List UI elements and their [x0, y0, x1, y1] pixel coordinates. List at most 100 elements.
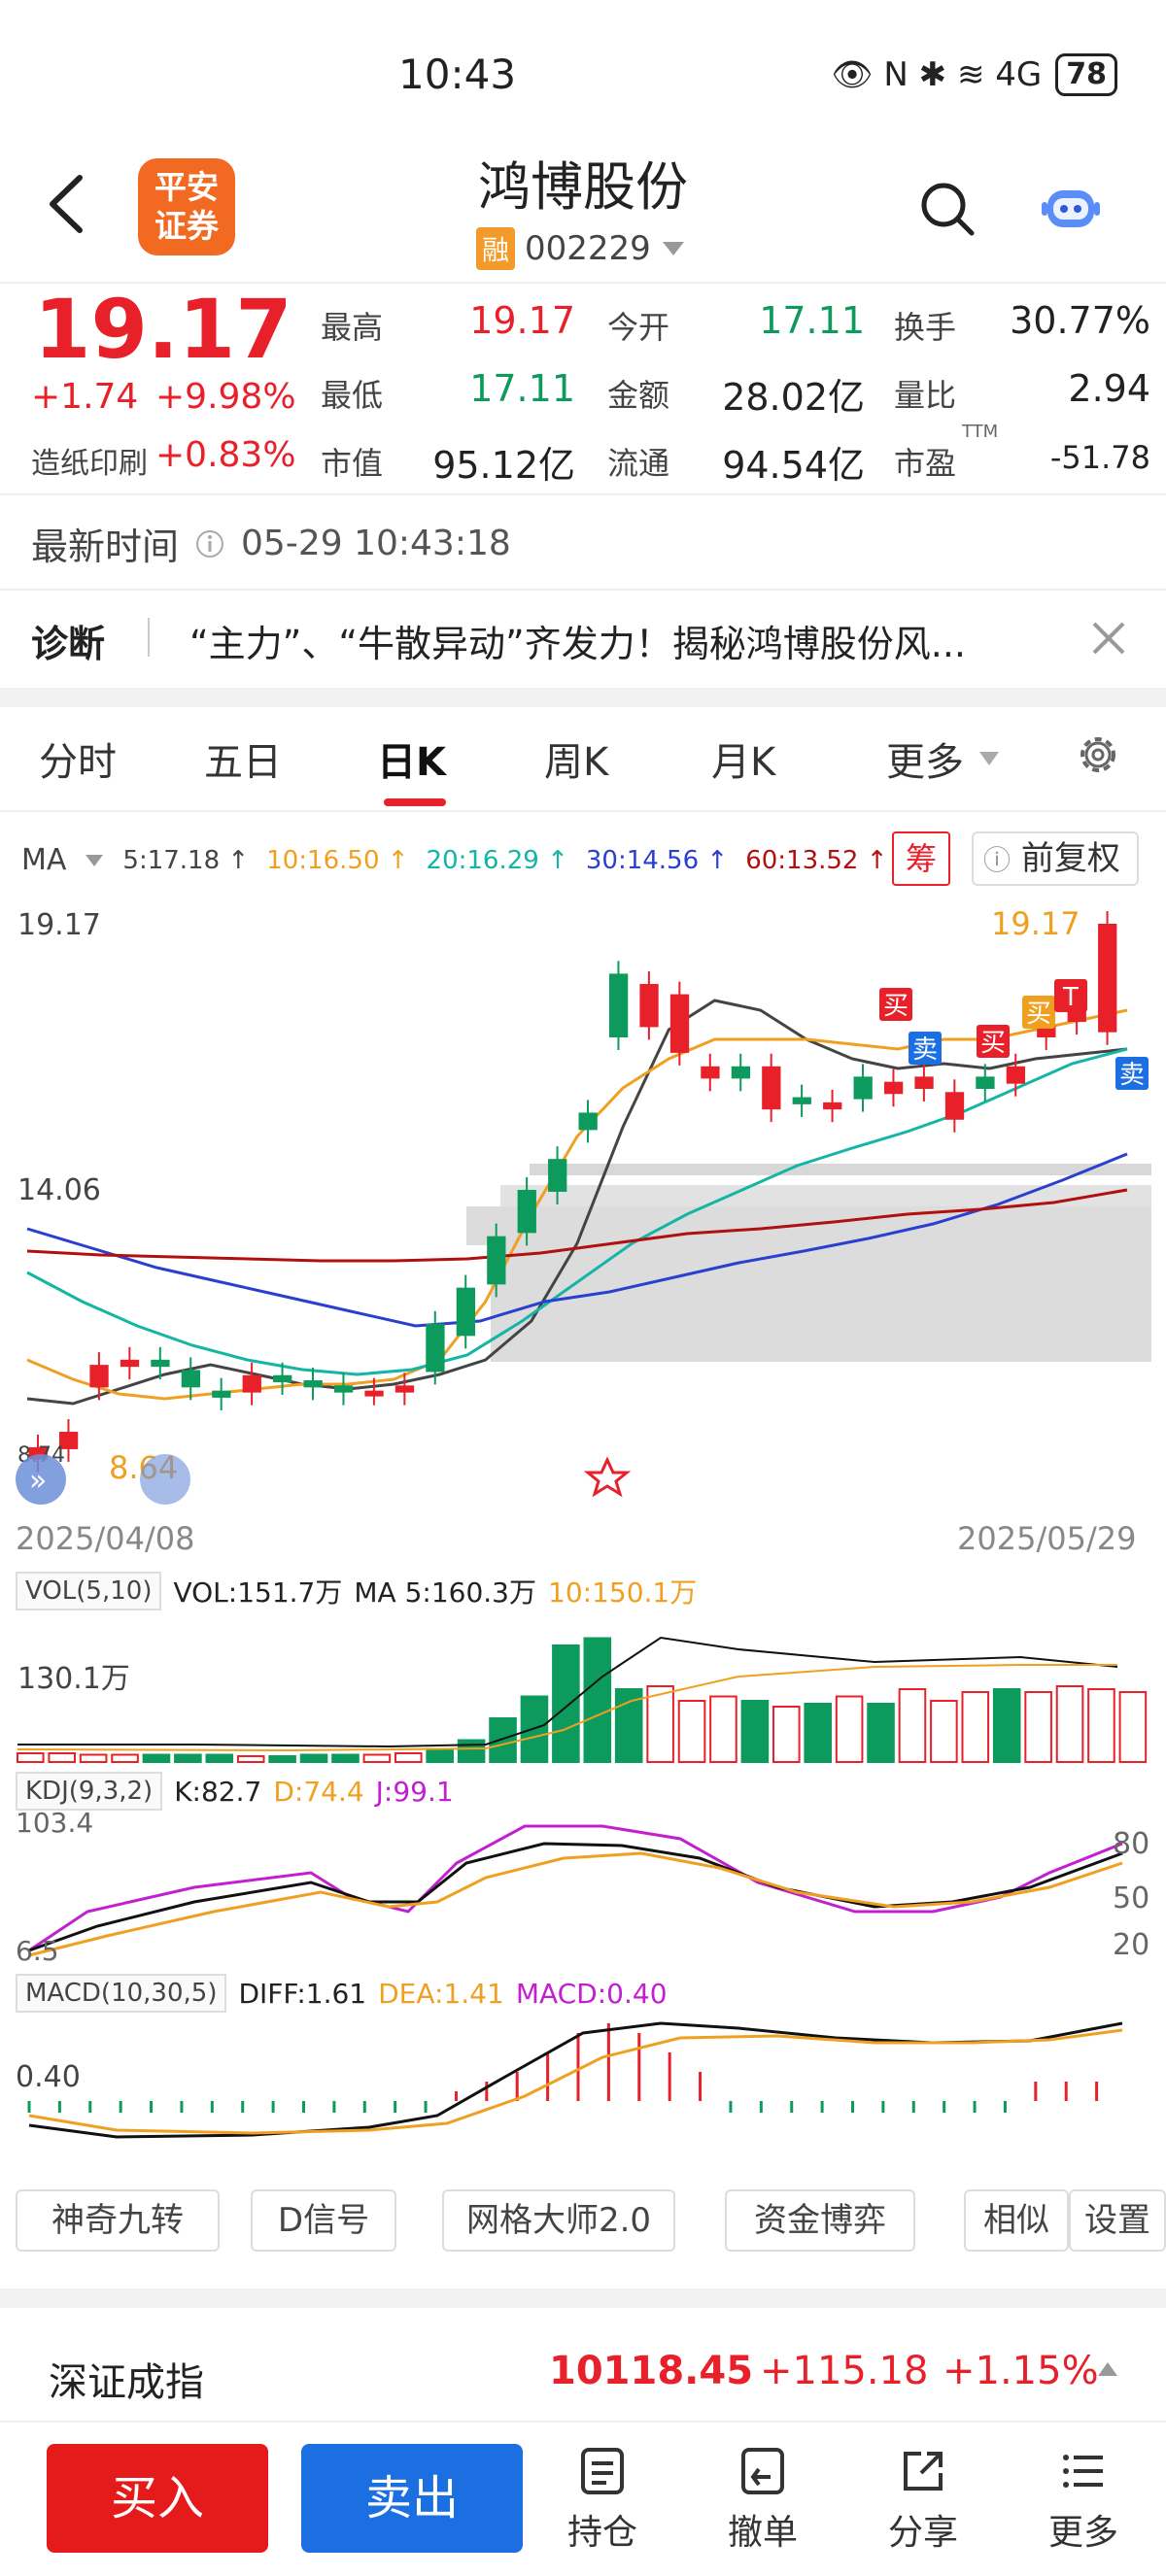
status-icons: 👁 N ✱ ≋ 4G 78 [831, 53, 1117, 96]
more-button[interactable]: 更多 [1025, 2446, 1142, 2555]
volume-bar [677, 1700, 706, 1763]
ma5-value: 5:17.18 ↑ [122, 845, 250, 875]
tab-intraday[interactable]: 分时 [39, 740, 117, 785]
chevron-down-icon [86, 854, 104, 866]
candle-body [548, 1159, 567, 1192]
kline-y-mid-label: 14.06 [17, 1173, 101, 1207]
candle-body [487, 1236, 506, 1285]
star-event-icon[interactable] [583, 1456, 632, 1498]
chevron-up-icon[interactable] [1096, 2360, 1119, 2378]
sector-change-pct: +0.83% [155, 435, 296, 475]
volume-bar [709, 1695, 737, 1763]
volume-chart[interactable]: 130.1万 [0, 1609, 1166, 1766]
volume-bar [961, 1691, 990, 1763]
candle-body [701, 1066, 720, 1079]
chip-zone [491, 1245, 1151, 1362]
buy-button[interactable]: 买入 [47, 2444, 268, 2553]
candle-body [333, 1385, 354, 1393]
volume-bar [552, 1644, 580, 1763]
ai-assistant-icon[interactable] [1040, 177, 1102, 239]
trade-mark-label: 卖 [912, 1035, 938, 1065]
info-icon[interactable] [194, 528, 225, 559]
candle-body [426, 1323, 445, 1373]
positions-button[interactable]: 持仓 [544, 2446, 661, 2555]
tool-settings[interactable]: 设置 [1069, 2189, 1166, 2252]
margin-badge: 融 [476, 227, 516, 270]
volume-legend[interactable]: VOL(5,10) VOL:151.7万 MA 5:160.3万 10:150.… [16, 1572, 697, 1610]
trade-mark-badge [909, 1032, 942, 1065]
tool-magic-nine[interactable]: 神奇九转 [16, 2189, 220, 2252]
gear-icon[interactable] [1074, 730, 1122, 779]
cancel-order-label: 撤单 [727, 2513, 798, 2553]
share-button[interactable]: 分享 [865, 2446, 981, 2555]
tab-more-label: 更多 [886, 740, 964, 785]
broker-logo-line1: 平安 [154, 168, 219, 206]
kdj-legend[interactable]: KDJ(9,3,2) K:82.7 D:74.4 J:99.1 [16, 1772, 454, 1811]
update-time-value: 05-29 10:43:18 [241, 524, 511, 563]
trade-mark-label: 买 [1026, 1000, 1051, 1029]
tool-d-signal[interactable]: D信号 [251, 2189, 396, 2252]
ma10-value: 10:16.50 ↑ [266, 845, 409, 875]
kdj-j-value: J:99.1 [375, 1775, 454, 1808]
trade-mark-label: 买 [980, 1029, 1006, 1058]
tab-daily-k[interactable]: 日K [377, 740, 446, 785]
candle-body [212, 1390, 231, 1398]
chevron-down-icon [662, 242, 684, 255]
candle-body [731, 1066, 751, 1079]
sell-button[interactable]: 卖出 [301, 2444, 523, 2553]
volume-ma10-line [17, 1664, 1117, 1752]
kdj-indicator-selector[interactable]: KDJ(9,3,2) [16, 1772, 163, 1811]
volume-ma5: MA 5:160.3万 [354, 1576, 536, 1609]
quote-value-float-cap: 94.54亿 [722, 444, 865, 487]
sector-name[interactable]: 造纸印刷 [31, 447, 148, 481]
tool-grid-master[interactable]: 网格大师2.0 [442, 2189, 675, 2252]
volume-bar [48, 1752, 76, 1763]
price-adjust-button[interactable]: ⓘ 前复权 [972, 831, 1139, 886]
macd-indicator-selector[interactable]: MACD(10,30,5) [16, 1974, 227, 2013]
tool-similar[interactable]: 相似 [964, 2189, 1069, 2252]
candle-body [944, 1092, 965, 1120]
macd-legend[interactable]: MACD(10,30,5) DIFF:1.61 DEA:1.41 MACD:0.… [16, 1974, 668, 2013]
volume-bar [457, 1739, 486, 1763]
index-name[interactable]: 深证成指 [49, 2360, 204, 2405]
tab-weekly-k[interactable]: 周K [544, 740, 609, 785]
volume-value: VOL:151.7万 [173, 1576, 343, 1609]
macd-axis-label: 0.40 [16, 2060, 81, 2094]
kline-high-annotation: 19.17 [991, 905, 1080, 942]
kdj-level-80: 80 [1113, 1827, 1149, 1861]
volume-bar [362, 1753, 392, 1763]
scroll-right-icon[interactable] [140, 1454, 190, 1505]
volume-bar [772, 1706, 801, 1763]
tool-fund-game[interactable]: 资金博弈 [725, 2189, 915, 2252]
volume-bar [1118, 1691, 1148, 1763]
ma-legend[interactable]: MA 5:17.18 ↑ 10:16.50 ↑ 20:16.29 ↑ 30:14… [21, 843, 888, 877]
tab-monthly-k[interactable]: 月K [711, 740, 776, 785]
volume-indicator-selector[interactable]: VOL(5,10) [16, 1572, 162, 1610]
volume-ma5-line [17, 1636, 1118, 1748]
ma60-value: 60:13.52 ↑ [745, 845, 888, 875]
candle-body [58, 1432, 79, 1449]
kdj-level-20: 20 [1113, 1928, 1149, 1962]
volume-bar [898, 1688, 927, 1763]
search-icon[interactable] [918, 180, 977, 238]
price-change-pct: +9.98% [155, 377, 296, 417]
candle-body [1098, 924, 1117, 1033]
back-icon[interactable] [39, 170, 97, 238]
ma60-line [26, 1188, 1128, 1263]
scroll-left-icon[interactable] [16, 1454, 66, 1505]
cancel-order-button[interactable]: 撤单 [704, 2446, 821, 2555]
ma30-value: 30:14.56 ↑ [585, 845, 729, 875]
chip-distribution-button[interactable]: 筹 [892, 831, 950, 886]
macd-chart[interactable]: 0.40 [0, 2009, 1166, 2164]
diagnosis-news-link[interactable]: “主力”、“牛散异动”齐发力！揭秘鸿博股份风... [189, 623, 966, 665]
stock-code-selector[interactable]: 融 002229 [476, 227, 686, 270]
quote-label-float-cap: 流通 [607, 445, 670, 482]
broker-logo: 平安 证券 [138, 158, 235, 255]
chevron-down-icon [979, 752, 999, 765]
tab-more[interactable]: 更多 [886, 730, 1001, 787]
kdj-chart[interactable]: 103.4 6.5 80 50 20 [0, 1805, 1166, 1968]
candle-body [608, 973, 629, 1037]
close-icon[interactable] [1090, 620, 1127, 657]
tab-five-day[interactable]: 五日 [204, 740, 282, 785]
